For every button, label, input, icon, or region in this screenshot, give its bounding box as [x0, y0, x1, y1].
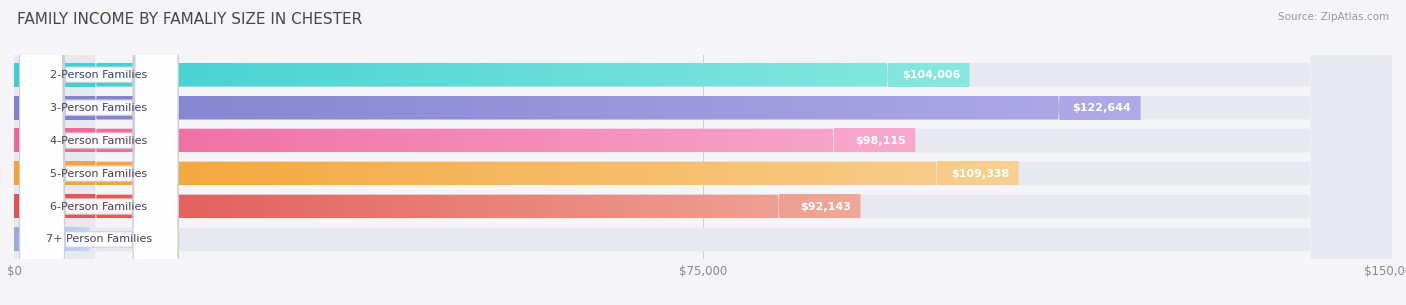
- Text: 3-Person Families: 3-Person Families: [51, 103, 148, 113]
- FancyBboxPatch shape: [14, 0, 1392, 305]
- FancyBboxPatch shape: [14, 0, 1392, 305]
- Text: 4-Person Families: 4-Person Families: [51, 136, 148, 145]
- Text: $0: $0: [104, 235, 120, 245]
- Text: $92,143: $92,143: [800, 202, 851, 211]
- Text: FAMILY INCOME BY FAMALIY SIZE IN CHESTER: FAMILY INCOME BY FAMALIY SIZE IN CHESTER: [17, 12, 363, 27]
- Text: 2-Person Families: 2-Person Families: [51, 70, 148, 80]
- FancyBboxPatch shape: [20, 0, 179, 305]
- Text: $104,006: $104,006: [901, 70, 960, 80]
- FancyBboxPatch shape: [20, 0, 179, 305]
- Text: $109,338: $109,338: [950, 169, 1010, 178]
- FancyBboxPatch shape: [20, 0, 179, 305]
- FancyBboxPatch shape: [20, 0, 179, 305]
- FancyBboxPatch shape: [14, 0, 1392, 305]
- FancyBboxPatch shape: [14, 0, 1392, 305]
- Text: 6-Person Families: 6-Person Families: [51, 202, 148, 211]
- Text: Source: ZipAtlas.com: Source: ZipAtlas.com: [1278, 12, 1389, 22]
- FancyBboxPatch shape: [14, 0, 1392, 305]
- Text: 5-Person Families: 5-Person Families: [51, 169, 148, 178]
- FancyBboxPatch shape: [20, 0, 179, 305]
- Text: $122,644: $122,644: [1073, 103, 1132, 113]
- Text: $98,115: $98,115: [855, 136, 905, 145]
- Text: 7+ Person Families: 7+ Person Families: [46, 235, 152, 245]
- FancyBboxPatch shape: [14, 0, 1392, 305]
- FancyBboxPatch shape: [20, 0, 179, 305]
